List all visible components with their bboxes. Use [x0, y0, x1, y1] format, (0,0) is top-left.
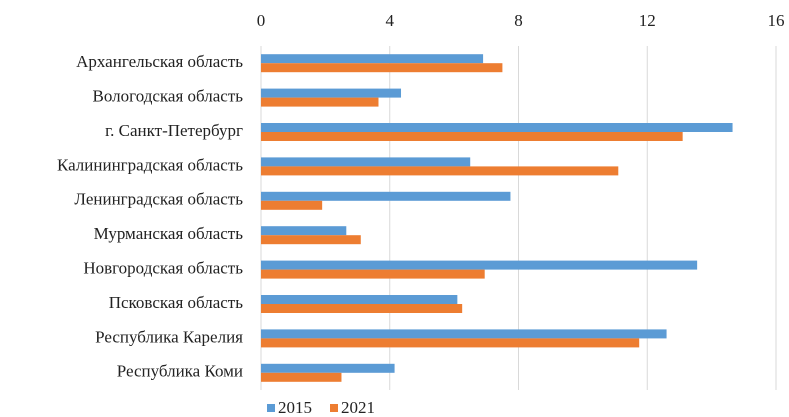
bar	[261, 235, 361, 245]
bar	[261, 329, 667, 339]
bar	[261, 88, 402, 98]
bar	[261, 304, 463, 313]
bar	[261, 132, 683, 141]
y-tick-label: Ленинградская область	[74, 190, 243, 209]
y-tick-label: г. Санкт-Петербург	[105, 121, 243, 140]
bar	[261, 363, 395, 373]
y-tick-label: Мурманская область	[94, 224, 244, 243]
y-tick-label: Новгородская область	[83, 259, 243, 278]
bar	[261, 295, 458, 304]
bar	[261, 338, 640, 348]
y-tick-label: Вологодская область	[93, 87, 244, 106]
bar	[261, 269, 485, 279]
y-tick-label: Республика Коми	[117, 362, 243, 381]
legend-swatch	[330, 404, 338, 412]
bar	[261, 97, 379, 107]
bar	[261, 63, 503, 73]
legend-label: 2015	[278, 398, 312, 417]
y-tick-label: Республика Карелия	[95, 327, 243, 346]
x-tick-label: 16	[768, 11, 785, 30]
bar	[261, 260, 698, 270]
bar	[261, 200, 323, 210]
bar	[261, 372, 342, 382]
legend-label: 2021	[341, 398, 375, 417]
bar	[261, 166, 619, 176]
bar	[261, 54, 484, 64]
y-tick-label: Калининградская область	[57, 155, 243, 174]
y-tick-label: Архангельская область	[76, 52, 243, 71]
bar	[261, 157, 471, 167]
y-tick-label: Псковская область	[109, 293, 244, 312]
bar	[261, 226, 347, 236]
legend-swatch	[267, 404, 275, 412]
x-tick-label: 0	[257, 11, 266, 30]
bar	[261, 123, 733, 132]
x-tick-label: 8	[514, 11, 523, 30]
x-tick-label: 12	[639, 11, 656, 30]
bar	[261, 191, 511, 201]
x-tick-label: 4	[386, 11, 395, 30]
